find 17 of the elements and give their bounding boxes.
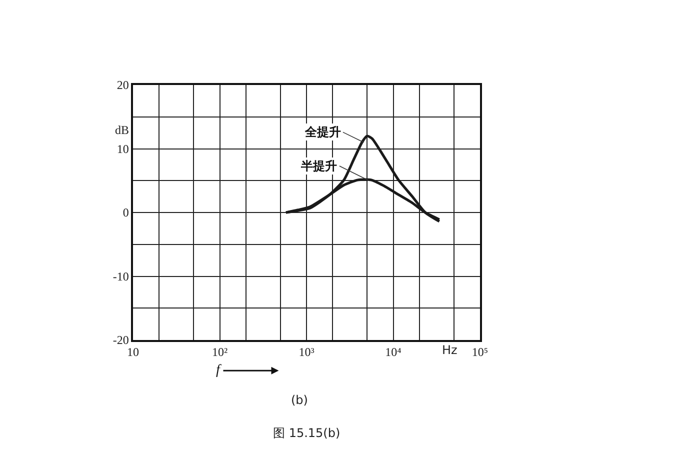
x-tick-label: 10	[127, 345, 139, 360]
series-label: 半提升	[300, 159, 337, 173]
caption: 图 15.15(b)	[273, 426, 340, 440]
y-tick-label: 20	[116, 78, 129, 92]
text: Hz	[442, 343, 458, 357]
x-tick-label: 10⁵	[472, 345, 488, 360]
y-tick-label: -20	[112, 333, 129, 348]
x-tick-label: 10²	[212, 345, 228, 360]
x-axis-title: f	[216, 363, 222, 378]
x-tick-label: 10⁴	[385, 345, 402, 360]
series-label: 全提升	[304, 125, 341, 139]
y-axis-title: dB	[115, 123, 130, 137]
x-tick-label: 10³	[298, 345, 315, 360]
y-tick-label: -10	[112, 269, 129, 284]
y-tick-label: 10	[116, 142, 129, 156]
y-tick-label: 0	[122, 206, 129, 220]
text: (b)	[291, 393, 308, 407]
